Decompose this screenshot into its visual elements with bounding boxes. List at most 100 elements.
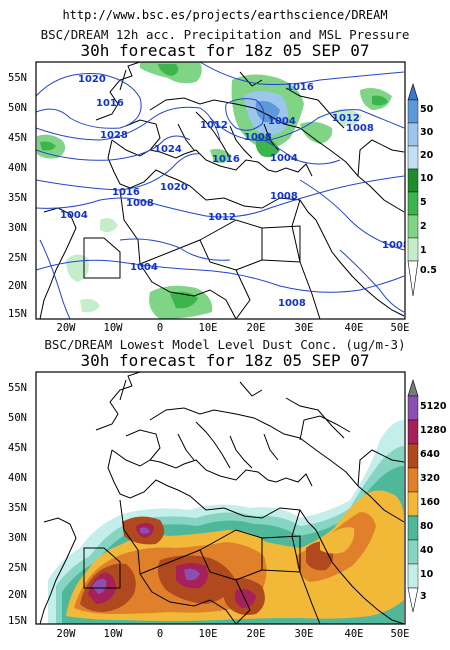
colorbar-label: 640 [420, 449, 440, 460]
lon-label: 30E [295, 628, 314, 640]
colorbar-swatch [407, 145, 419, 170]
isobars [36, 62, 405, 319]
lat-label: 35N [8, 502, 27, 514]
colorbar-label: 1280 [420, 425, 447, 436]
colorbar-swatch [407, 491, 419, 517]
lat-label: 30N [8, 222, 27, 234]
isobar-label: 1008 [382, 240, 410, 251]
lon-label: 10W [104, 628, 124, 640]
isobar-label: 1028 [100, 130, 128, 141]
lat-label: 50N [8, 412, 27, 424]
lon-label: 50E [391, 628, 410, 640]
colorbar-label: 5120 [420, 401, 447, 412]
colorbar-swatch [407, 122, 419, 147]
colorbar-label: 80 [420, 521, 434, 532]
lon-label: 20W [57, 322, 77, 334]
isobar-label: 1008 [346, 123, 374, 134]
colorbar-swatch [407, 214, 419, 239]
isobar-label: 1008 [278, 298, 306, 309]
panel2-colorbar: 5120 1280 640 320 160 80 40 10 3 [407, 378, 447, 613]
precip-fields [37, 62, 392, 319]
colorbar-label: 20 [420, 150, 434, 161]
colorbar-arrow-top [407, 378, 419, 397]
panel1-title: BSC/DREAM 12h acc. Precipitation and MSL… [40, 27, 410, 42]
colorbar-label: 5 [420, 197, 427, 208]
colorbar-swatch [407, 539, 419, 565]
lat-label: 50N [8, 102, 27, 114]
lat-label: 40N [8, 162, 27, 174]
isobar-label: 1012 [208, 212, 236, 223]
colorbar-label: 3 [420, 591, 427, 602]
lat-label: 35N [8, 192, 27, 204]
colorbar-label: 40 [420, 545, 434, 556]
lat-label: 30N [8, 532, 27, 544]
colorbar-arrow-bottom [407, 260, 419, 297]
isobar-label: 1016 [112, 187, 140, 198]
isobar-label: 1004 [130, 262, 158, 273]
panel1-lon-axis: 20W 10W 0 10E 20E 30E 40E 50E [57, 322, 410, 334]
lon-label: 20E [247, 322, 266, 334]
colorbar-label: 0.5 [420, 265, 437, 276]
colorbar-swatch [407, 563, 419, 589]
colorbar-label: 10 [420, 173, 434, 184]
lat-label: 55N [8, 72, 27, 84]
lat-label: 40N [8, 472, 27, 484]
lat-label: 20N [8, 589, 27, 601]
isobar-label: 1008 [244, 132, 272, 143]
isobar-label: 1008 [126, 198, 154, 209]
source-url: http://www.bsc.es/projects/earthscience/… [62, 8, 388, 22]
lat-label: 45N [8, 132, 27, 144]
panel1-colorbar: 50 30 20 10 5 2 1 0.5 [407, 82, 437, 297]
isobar-labels: 1020 1016 1028 1024 1016 1008 1020 1016 … [60, 74, 410, 309]
colorbar-label: 160 [420, 497, 440, 508]
colorbar-arrow-bottom [407, 587, 419, 613]
colorbar-swatch [407, 395, 419, 421]
colorbar-swatch [407, 168, 419, 193]
colorbar-swatch [407, 237, 419, 262]
isobar-label: 1020 [78, 74, 106, 85]
isobar-label: 1004 [268, 116, 296, 127]
panel2-title: BSC/DREAM Lowest Model Level Dust Conc. … [44, 337, 406, 352]
coastlines [39, 372, 405, 624]
lon-label: 10E [199, 628, 218, 640]
lat-label: 15N [8, 615, 27, 627]
isobar-label: 1016 [96, 98, 124, 109]
lon-label: 20E [247, 628, 266, 640]
lon-label: 0 [157, 628, 163, 640]
isobar-label: 1016 [212, 154, 240, 165]
lat-label: 55N [8, 382, 27, 394]
lon-label: 10E [199, 322, 218, 334]
lon-label: 10W [104, 322, 124, 334]
precip-map: 1020 1016 1028 1024 1016 1008 1020 1016 … [36, 62, 410, 319]
lon-label: 0 [157, 322, 163, 334]
colorbar-swatch [407, 419, 419, 445]
isobar-label: 1024 [154, 144, 182, 155]
lon-label: 40E [345, 628, 364, 640]
lat-label: 25N [8, 562, 27, 574]
panel2-lon-axis: 20W 10W 0 10E 20E 30E 40E 50E [57, 628, 410, 640]
colorbar-label: 320 [420, 473, 440, 484]
isobar-label: 1008 [270, 191, 298, 202]
lon-label: 50E [391, 322, 410, 334]
lat-label: 25N [8, 252, 27, 264]
panel1-subtitle: 30h forecast for 18z 05 SEP 07 [80, 41, 370, 60]
colorbar-swatch [407, 443, 419, 469]
colorbar-label: 50 [420, 104, 434, 115]
lat-label: 20N [8, 280, 27, 292]
colorbar-swatch [407, 191, 419, 216]
colorbar-label: 2 [420, 221, 427, 232]
colorbar-label: 10 [420, 569, 434, 580]
isobar-label: 1012 [200, 120, 228, 131]
panel2-frame [35, 371, 406, 625]
panel2-lat-axis: 55N 50N 45N 40N 35N 30N 25N 20N 15N [8, 382, 27, 627]
colorbar-swatch [407, 467, 419, 493]
panel1-frame [35, 61, 406, 320]
lat-label: 15N [8, 308, 27, 320]
isobar-label: 1004 [60, 210, 88, 221]
isobar-label: 1004 [270, 153, 298, 164]
isobar-label: 1020 [160, 182, 188, 193]
lon-label: 30E [295, 322, 314, 334]
panel1-lat-axis: 55N 50N 45N 40N 35N 30N 25N 20N 15N [8, 72, 27, 320]
isobar-label: 1012 [332, 113, 360, 124]
